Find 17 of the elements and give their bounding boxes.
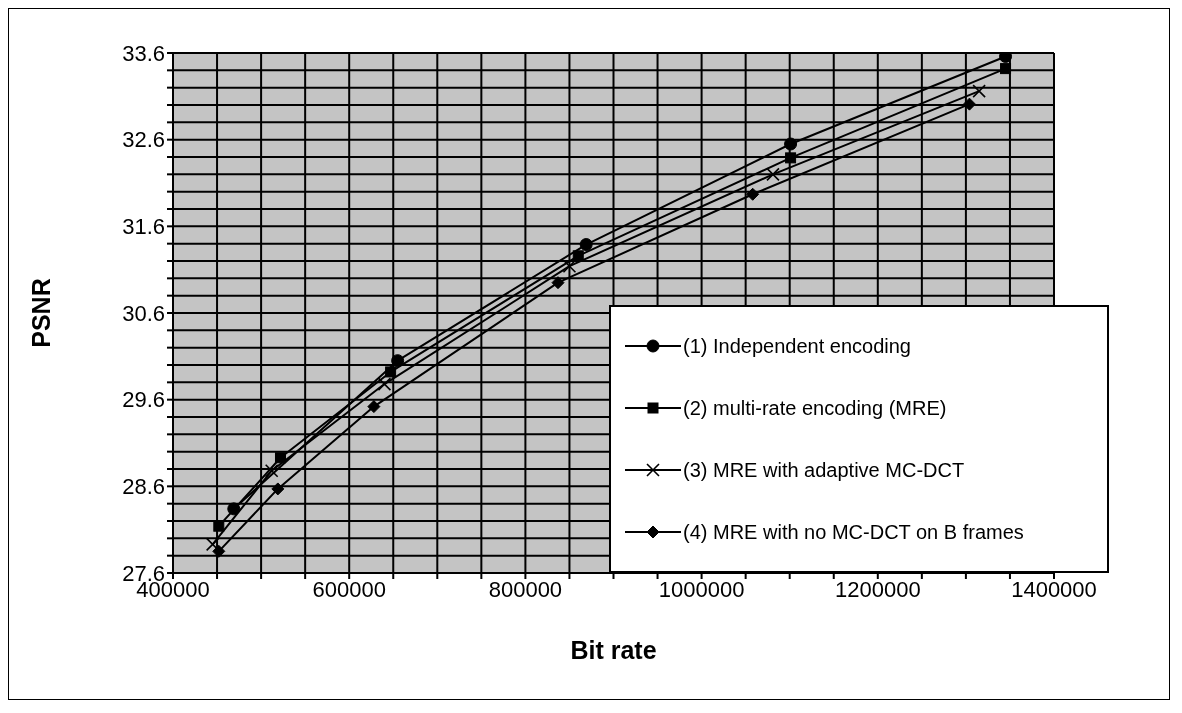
legend-label: (4) MRE with no MC-DCT on B frames — [683, 520, 1024, 544]
x-axis-title: Bit rate — [570, 636, 657, 664]
x-tick-label: 600000 — [312, 576, 386, 602]
y-tick-label: 29.6 — [122, 387, 165, 413]
y-axis-title: PSNR — [26, 278, 55, 348]
y-tick-label: 32.6 — [122, 127, 165, 153]
legend-label: (3) MRE with adaptive MC-DCT — [683, 458, 965, 482]
y-tick-label: 31.6 — [122, 214, 165, 240]
x-tick-label: 1000000 — [658, 576, 745, 602]
y-tick-label: 30.6 — [122, 300, 165, 326]
x-tick-label: 800000 — [488, 576, 563, 602]
legend-label: (1) Independent encoding — [683, 334, 911, 358]
legend-label: (2) multi-rate encoding (MRE) — [683, 396, 947, 420]
y-tick-label: 33.6 — [122, 40, 165, 66]
x-tick-label: 1200000 — [834, 576, 921, 602]
x-tick-label: 1400000 — [1011, 576, 1097, 602]
y-tick-label: 28.6 — [122, 474, 165, 500]
